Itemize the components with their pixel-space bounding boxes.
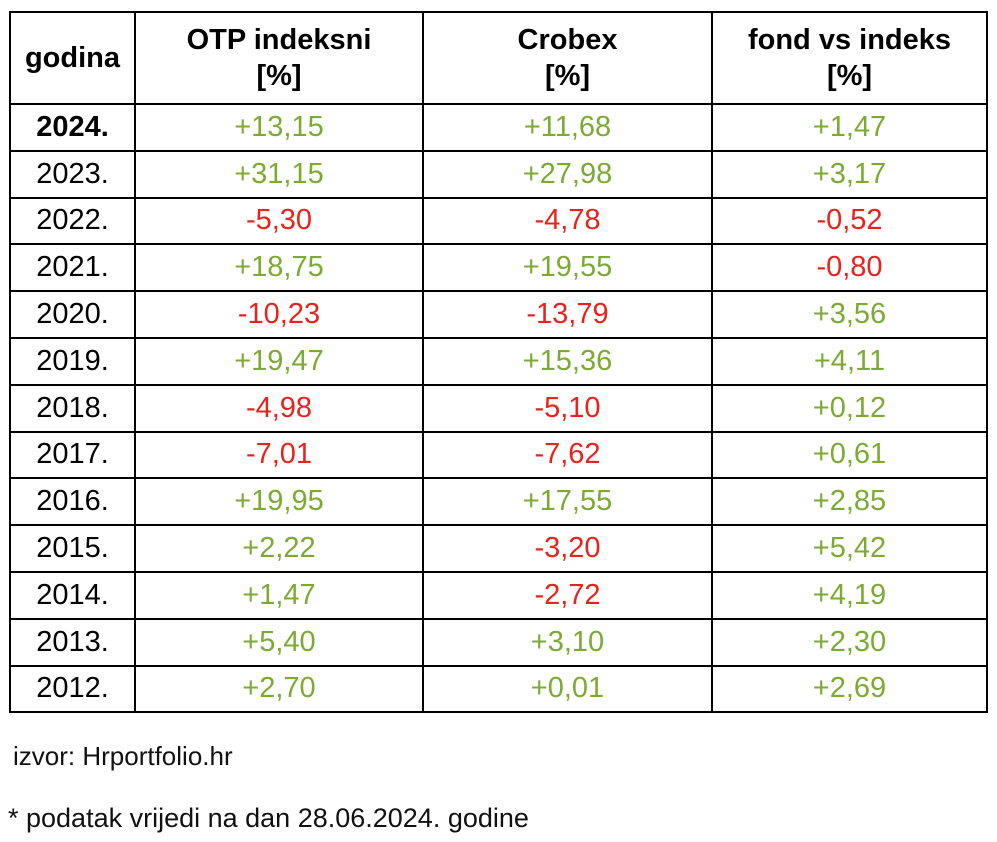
column-header-crobex-label: Crobex bbox=[517, 23, 618, 56]
year-cell: 2013. bbox=[9, 617, 136, 667]
yearly-returns-table: godina OTP indeksni [%] Crobex [%] fond … bbox=[9, 11, 988, 714]
crobex-value-cell: -2,72 bbox=[422, 570, 713, 620]
otp-value-cell: +1,47 bbox=[134, 570, 424, 620]
table-row: 2023. +31,15 +27,98 +3,17 bbox=[9, 149, 988, 199]
diff-value-cell: +2,69 bbox=[711, 664, 988, 714]
table-row: 2015. +2,22 -3,20 +5,42 bbox=[9, 524, 988, 573]
diff-value-cell: +3,17 bbox=[711, 149, 988, 199]
column-header-otp: OTP indeksni [%] bbox=[134, 11, 424, 105]
year-cell: 2014. bbox=[9, 570, 136, 620]
year-cell: 2018. bbox=[9, 383, 136, 433]
year-cell: 2022. bbox=[9, 196, 136, 246]
crobex-value-cell: +3,10 bbox=[422, 617, 713, 667]
otp-value-cell: -7,01 bbox=[134, 430, 424, 480]
year-cell: 2015. bbox=[9, 524, 136, 573]
diff-value-cell: +2,30 bbox=[711, 617, 988, 667]
column-header-otp-unit: [%] bbox=[256, 60, 302, 92]
crobex-value-cell: -13,79 bbox=[422, 290, 713, 339]
crobex-value-cell: -3,20 bbox=[422, 524, 713, 573]
otp-value-cell: +31,15 bbox=[134, 149, 424, 199]
diff-value-cell: +3,56 bbox=[711, 290, 988, 339]
otp-value-cell: +13,15 bbox=[134, 103, 424, 152]
table-row: 2012. +2,70 +0,01 +2,69 bbox=[9, 664, 988, 714]
crobex-value-cell: -7,62 bbox=[422, 430, 713, 480]
diff-value-cell: +0,12 bbox=[711, 383, 988, 433]
diff-value-cell: +1,47 bbox=[711, 103, 988, 152]
otp-value-cell: +2,22 bbox=[134, 524, 424, 573]
column-header-diff-unit: [%] bbox=[826, 60, 873, 92]
diff-value-cell: +0,61 bbox=[711, 430, 988, 480]
otp-value-cell: -10,23 bbox=[134, 290, 424, 339]
column-header-year-label: godina bbox=[24, 41, 121, 74]
table-row: 2019. +19,47 +15,36 +4,11 bbox=[9, 336, 988, 386]
year-cell: 2021. bbox=[9, 243, 136, 293]
diff-value-cell: +5,42 bbox=[711, 524, 988, 573]
otp-value-cell: +5,40 bbox=[134, 617, 424, 667]
table-row: 2021. +18,75 +19,55 -0,80 bbox=[9, 243, 988, 293]
crobex-value-cell: +27,98 bbox=[422, 149, 713, 199]
crobex-value-cell: +0,01 bbox=[422, 664, 713, 714]
otp-value-cell: -4,98 bbox=[134, 383, 424, 433]
otp-value-cell: +2,70 bbox=[134, 664, 424, 714]
year-cell: 2012. bbox=[9, 664, 136, 714]
table-row: 2020. -10,23 -13,79 +3,56 bbox=[9, 290, 988, 339]
year-cell: 2019. bbox=[9, 336, 136, 386]
returns-table-container: godina OTP indeksni [%] Crobex [%] fond … bbox=[9, 11, 988, 714]
table-row: 2024. +13,15 +11,68 +1,47 bbox=[9, 103, 988, 152]
table-row: 2022. -5,30 -4,78 -0,52 bbox=[9, 196, 988, 246]
column-header-diff: fond vs indeks [%] bbox=[711, 11, 988, 105]
otp-value-cell: +19,95 bbox=[134, 477, 424, 527]
year-cell: 2024. bbox=[9, 103, 136, 152]
otp-value-cell: +18,75 bbox=[134, 243, 424, 293]
year-cell: 2023. bbox=[9, 149, 136, 199]
otp-value-cell: -5,30 bbox=[134, 196, 424, 246]
otp-value-cell: +19,47 bbox=[134, 336, 424, 386]
column-header-crobex: Crobex [%] bbox=[422, 11, 713, 105]
column-header-diff-label: fond vs indeks bbox=[747, 23, 952, 56]
year-cell: 2020. bbox=[9, 290, 136, 339]
header-row: godina OTP indeksni [%] Crobex [%] fond … bbox=[9, 11, 988, 105]
crobex-value-cell: +17,55 bbox=[422, 477, 713, 527]
column-header-crobex-unit: [%] bbox=[544, 60, 591, 92]
diff-value-cell: +4,19 bbox=[711, 570, 988, 620]
year-cell: 2016. bbox=[9, 477, 136, 527]
table-row: 2018. -4,98 -5,10 +0,12 bbox=[9, 383, 988, 433]
table-row: 2014. +1,47 -2,72 +4,19 bbox=[9, 570, 988, 620]
source-text: izvor: Hrportfolio.hr bbox=[13, 741, 233, 771]
footnote-text: * podatak vrijedi na dan 28.06.2024. god… bbox=[8, 803, 529, 833]
crobex-value-cell: -5,10 bbox=[422, 383, 713, 433]
crobex-value-cell: +19,55 bbox=[422, 243, 713, 293]
diff-value-cell: +4,11 bbox=[711, 336, 988, 386]
diff-value-cell: -0,52 bbox=[711, 196, 988, 246]
column-header-otp-label: OTP indeksni bbox=[186, 23, 372, 56]
diff-value-cell: +2,85 bbox=[711, 477, 988, 527]
table-row: 2016. +19,95 +17,55 +2,85 bbox=[9, 477, 988, 527]
crobex-value-cell: +15,36 bbox=[422, 336, 713, 386]
year-cell: 2017. bbox=[9, 430, 136, 480]
table-row: 2013. +5,40 +3,10 +2,30 bbox=[9, 617, 988, 667]
diff-value-cell: -0,80 bbox=[711, 243, 988, 293]
table-row: 2017. -7,01 -7,62 +0,61 bbox=[9, 430, 988, 480]
crobex-value-cell: +11,68 bbox=[422, 103, 713, 152]
crobex-value-cell: -4,78 bbox=[422, 196, 713, 246]
column-header-year: godina bbox=[9, 11, 136, 105]
